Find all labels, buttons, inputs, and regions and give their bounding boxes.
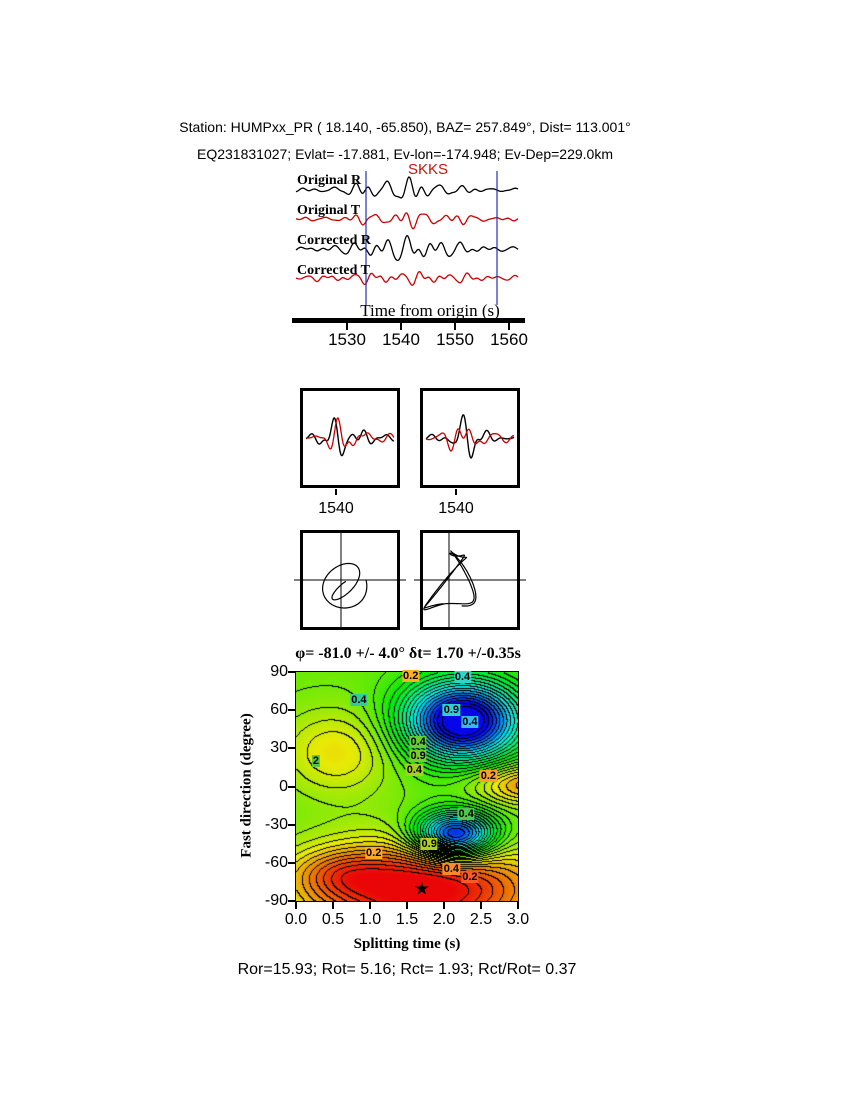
splitting-time-tick-label: 3.0 bbox=[506, 911, 530, 928]
fast-direction-tick-label: 90 bbox=[270, 663, 288, 680]
waveform-plot bbox=[295, 171, 519, 305]
time-axis-bar bbox=[292, 318, 525, 323]
particle-motion-curve bbox=[423, 550, 477, 611]
trace-label-corrected-t: Corrected T bbox=[297, 263, 370, 278]
trace-label-corrected-r: Corrected R bbox=[297, 233, 371, 248]
time-tick-label: 1540 bbox=[382, 330, 420, 349]
energy-map-canvas bbox=[296, 672, 518, 901]
fast-direction-tick-mark bbox=[288, 709, 295, 712]
splitting-time-tick-mark bbox=[480, 902, 482, 909]
fast-direction-tick-label: 0 bbox=[279, 777, 288, 795]
contour-label: 0.4 bbox=[457, 808, 475, 821]
splitting-time-tick-label: 2.0 bbox=[432, 911, 456, 928]
trace-original-t bbox=[295, 212, 519, 230]
best-fit-star-icon: ★ bbox=[413, 878, 430, 899]
splitting-time-tick-label: 0.0 bbox=[284, 911, 308, 928]
splitting-time-tick-mark bbox=[295, 902, 297, 909]
fast-direction-tick-label: 60 bbox=[270, 701, 288, 719]
pair-tick-mark bbox=[455, 489, 457, 495]
waveform-pair-plot-left bbox=[305, 417, 395, 457]
contour-label: 0.9 bbox=[442, 704, 461, 717]
trace-corrected-r bbox=[295, 234, 519, 262]
contour-label: 0.2 bbox=[402, 669, 420, 682]
trace-corrected-t bbox=[295, 271, 519, 286]
phase-label: SKKS bbox=[407, 161, 449, 178]
slow-component-trace bbox=[425, 428, 514, 452]
splitting-time-tick-mark bbox=[517, 902, 519, 909]
fast-direction-tick-mark bbox=[288, 785, 295, 788]
contour-overlay: 0.2 0.4 0.4 0.9 0.4 0.4 0.9 0.4 0.2 2 0.4 0.9 0.2 0.4… bbox=[296, 669, 518, 901]
time-tick-mark bbox=[346, 323, 348, 330]
fast-direction-tick-mark bbox=[288, 861, 295, 864]
fast-direction-tick-label: -30 bbox=[264, 815, 288, 833]
time-axis-label: Time from origin (s) bbox=[360, 301, 500, 320]
time-tick-label: 1550 bbox=[436, 330, 474, 349]
station-header: Station: HUMPxx_PR ( 18.140, -65.850), B… bbox=[179, 119, 631, 135]
pair-tick-mark bbox=[335, 489, 337, 495]
waveform-pair-plot-right bbox=[425, 414, 515, 459]
fast-direction-tick-mark bbox=[288, 671, 295, 673]
fast-direction-tick-mark bbox=[288, 900, 295, 902]
waveform-pair-box-left bbox=[300, 388, 400, 488]
contour-label: 0.4 bbox=[442, 863, 461, 876]
particle-motion-plot-left bbox=[294, 533, 406, 627]
event-header: EQ231831027; Evlat= -17.881, Ev-lon=-174… bbox=[197, 146, 613, 162]
trace-label-original-r: Original R bbox=[297, 173, 362, 188]
result-summary: Ror=15.93; Rot= 5.16; Rct= 1.93; Rct/Rot… bbox=[237, 961, 577, 978]
fast-direction-tick-label: -90 bbox=[264, 892, 288, 909]
particle-motion-curve bbox=[322, 562, 368, 609]
time-tick-mark bbox=[454, 323, 456, 330]
slow-component-trace bbox=[306, 417, 395, 450]
pair-tick-label: 1540 bbox=[438, 500, 474, 517]
x-axis-label: Splitting time (s) bbox=[353, 936, 461, 952]
contour-label: 0.9 bbox=[409, 749, 427, 762]
splitting-time-tick-mark bbox=[332, 902, 334, 909]
contour-label: 2 bbox=[311, 755, 321, 768]
contour-label: 0.4 bbox=[453, 671, 472, 684]
splitting-time-tick-label: 1.0 bbox=[358, 911, 382, 928]
fast-component-trace bbox=[425, 414, 515, 459]
particle-motion-box-left bbox=[294, 530, 406, 630]
fast-direction-tick-mark bbox=[288, 823, 295, 826]
particle-motion-plot-right bbox=[414, 533, 526, 627]
fast-component-trace bbox=[305, 417, 395, 457]
splitting-time-tick-mark bbox=[406, 902, 408, 909]
waveform-pair-box-right bbox=[420, 388, 520, 488]
time-tick-mark bbox=[508, 323, 510, 330]
contour-label: 0.4 bbox=[461, 715, 479, 728]
splitting-time-tick-mark bbox=[369, 902, 371, 909]
time-tick-label: 1560 bbox=[490, 330, 528, 349]
contour-plot: 0.2 0.4 0.4 0.9 0.4 0.4 0.9 0.4 0.2 2 0.4 0.9 0.2 0.4… bbox=[295, 669, 519, 902]
contour-label: 0.4 bbox=[405, 763, 424, 776]
fast-direction-tick-mark bbox=[288, 747, 295, 750]
time-tick-label: 1530 bbox=[328, 330, 366, 349]
contour-label: 0.9 bbox=[420, 837, 438, 850]
contour-label: 0.2 bbox=[365, 846, 383, 859]
splitting-time-tick-label: 2.5 bbox=[469, 911, 493, 928]
splitting-time-tick-mark bbox=[443, 902, 445, 909]
fast-direction-tick-label: 30 bbox=[270, 739, 288, 757]
contour-label: 0.2 bbox=[461, 870, 479, 883]
splitting-time-tick-label: 0.5 bbox=[321, 911, 345, 928]
trace-original-r bbox=[295, 176, 519, 199]
time-tick-mark bbox=[400, 323, 402, 330]
contour-label: 0.2 bbox=[479, 770, 498, 783]
contour-label: 0.4 bbox=[409, 735, 427, 748]
splitting-time-tick-label: 1.5 bbox=[395, 911, 419, 928]
trace-label-original-t: Original T bbox=[297, 203, 361, 218]
fast-direction-tick-label: -60 bbox=[264, 853, 288, 871]
contour-title: φ= -81.0 +/- 4.0° δt= 1.70 +/-0.35s bbox=[295, 645, 521, 662]
pair-tick-label: 1540 bbox=[318, 500, 354, 517]
particle-motion-box-right bbox=[414, 530, 526, 630]
contour-label: 0.4 bbox=[350, 693, 368, 706]
